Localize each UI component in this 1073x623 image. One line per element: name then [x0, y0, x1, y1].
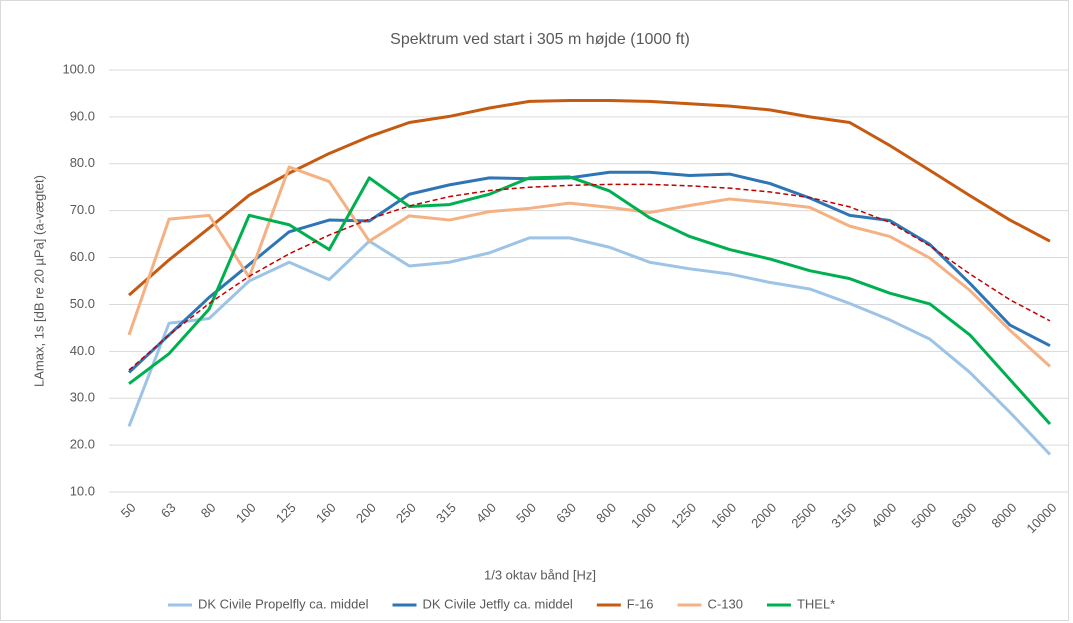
- series-line: [128, 175, 1052, 426]
- y-tick-label: 90.0: [70, 108, 95, 123]
- y-tick-label: 50.0: [70, 296, 95, 311]
- y-tick-label: 30.0: [70, 390, 95, 405]
- legend: DK Civile Propelfly ca. middel DK Civile …: [168, 596, 835, 611]
- x-axis-title: 1/3 oktav bånd [Hz]: [484, 567, 596, 582]
- y-tick-label: 20.0: [70, 437, 95, 452]
- y-tick-label: 40.0: [70, 343, 95, 358]
- legend-label: F-16: [627, 596, 654, 611]
- legend-label: THEL*: [797, 596, 835, 611]
- y-axis-title: LAmax, 1s [dB re 20 µPa] (a-vægtet): [31, 175, 46, 387]
- legend-label: DK Civile Jetfly ca. middel: [423, 596, 573, 611]
- y-tick-label: 10.0: [70, 483, 95, 498]
- series-line: [128, 98, 1051, 297]
- series-line: [127, 236, 1052, 456]
- y-tick-label: 100.0: [62, 61, 95, 76]
- legend-label: C-130: [708, 596, 743, 611]
- series-line: [127, 165, 1051, 368]
- chart-title: Spektrum ved start i 305 m højde (1000 f…: [390, 31, 690, 48]
- series-line: [127, 170, 1051, 374]
- y-tick-label: 60.0: [70, 249, 95, 264]
- y-tick-label: 70.0: [70, 202, 95, 217]
- legend-label: DK Civile Propelfly ca. middel: [198, 596, 369, 611]
- y-tick-label: 80.0: [70, 155, 95, 170]
